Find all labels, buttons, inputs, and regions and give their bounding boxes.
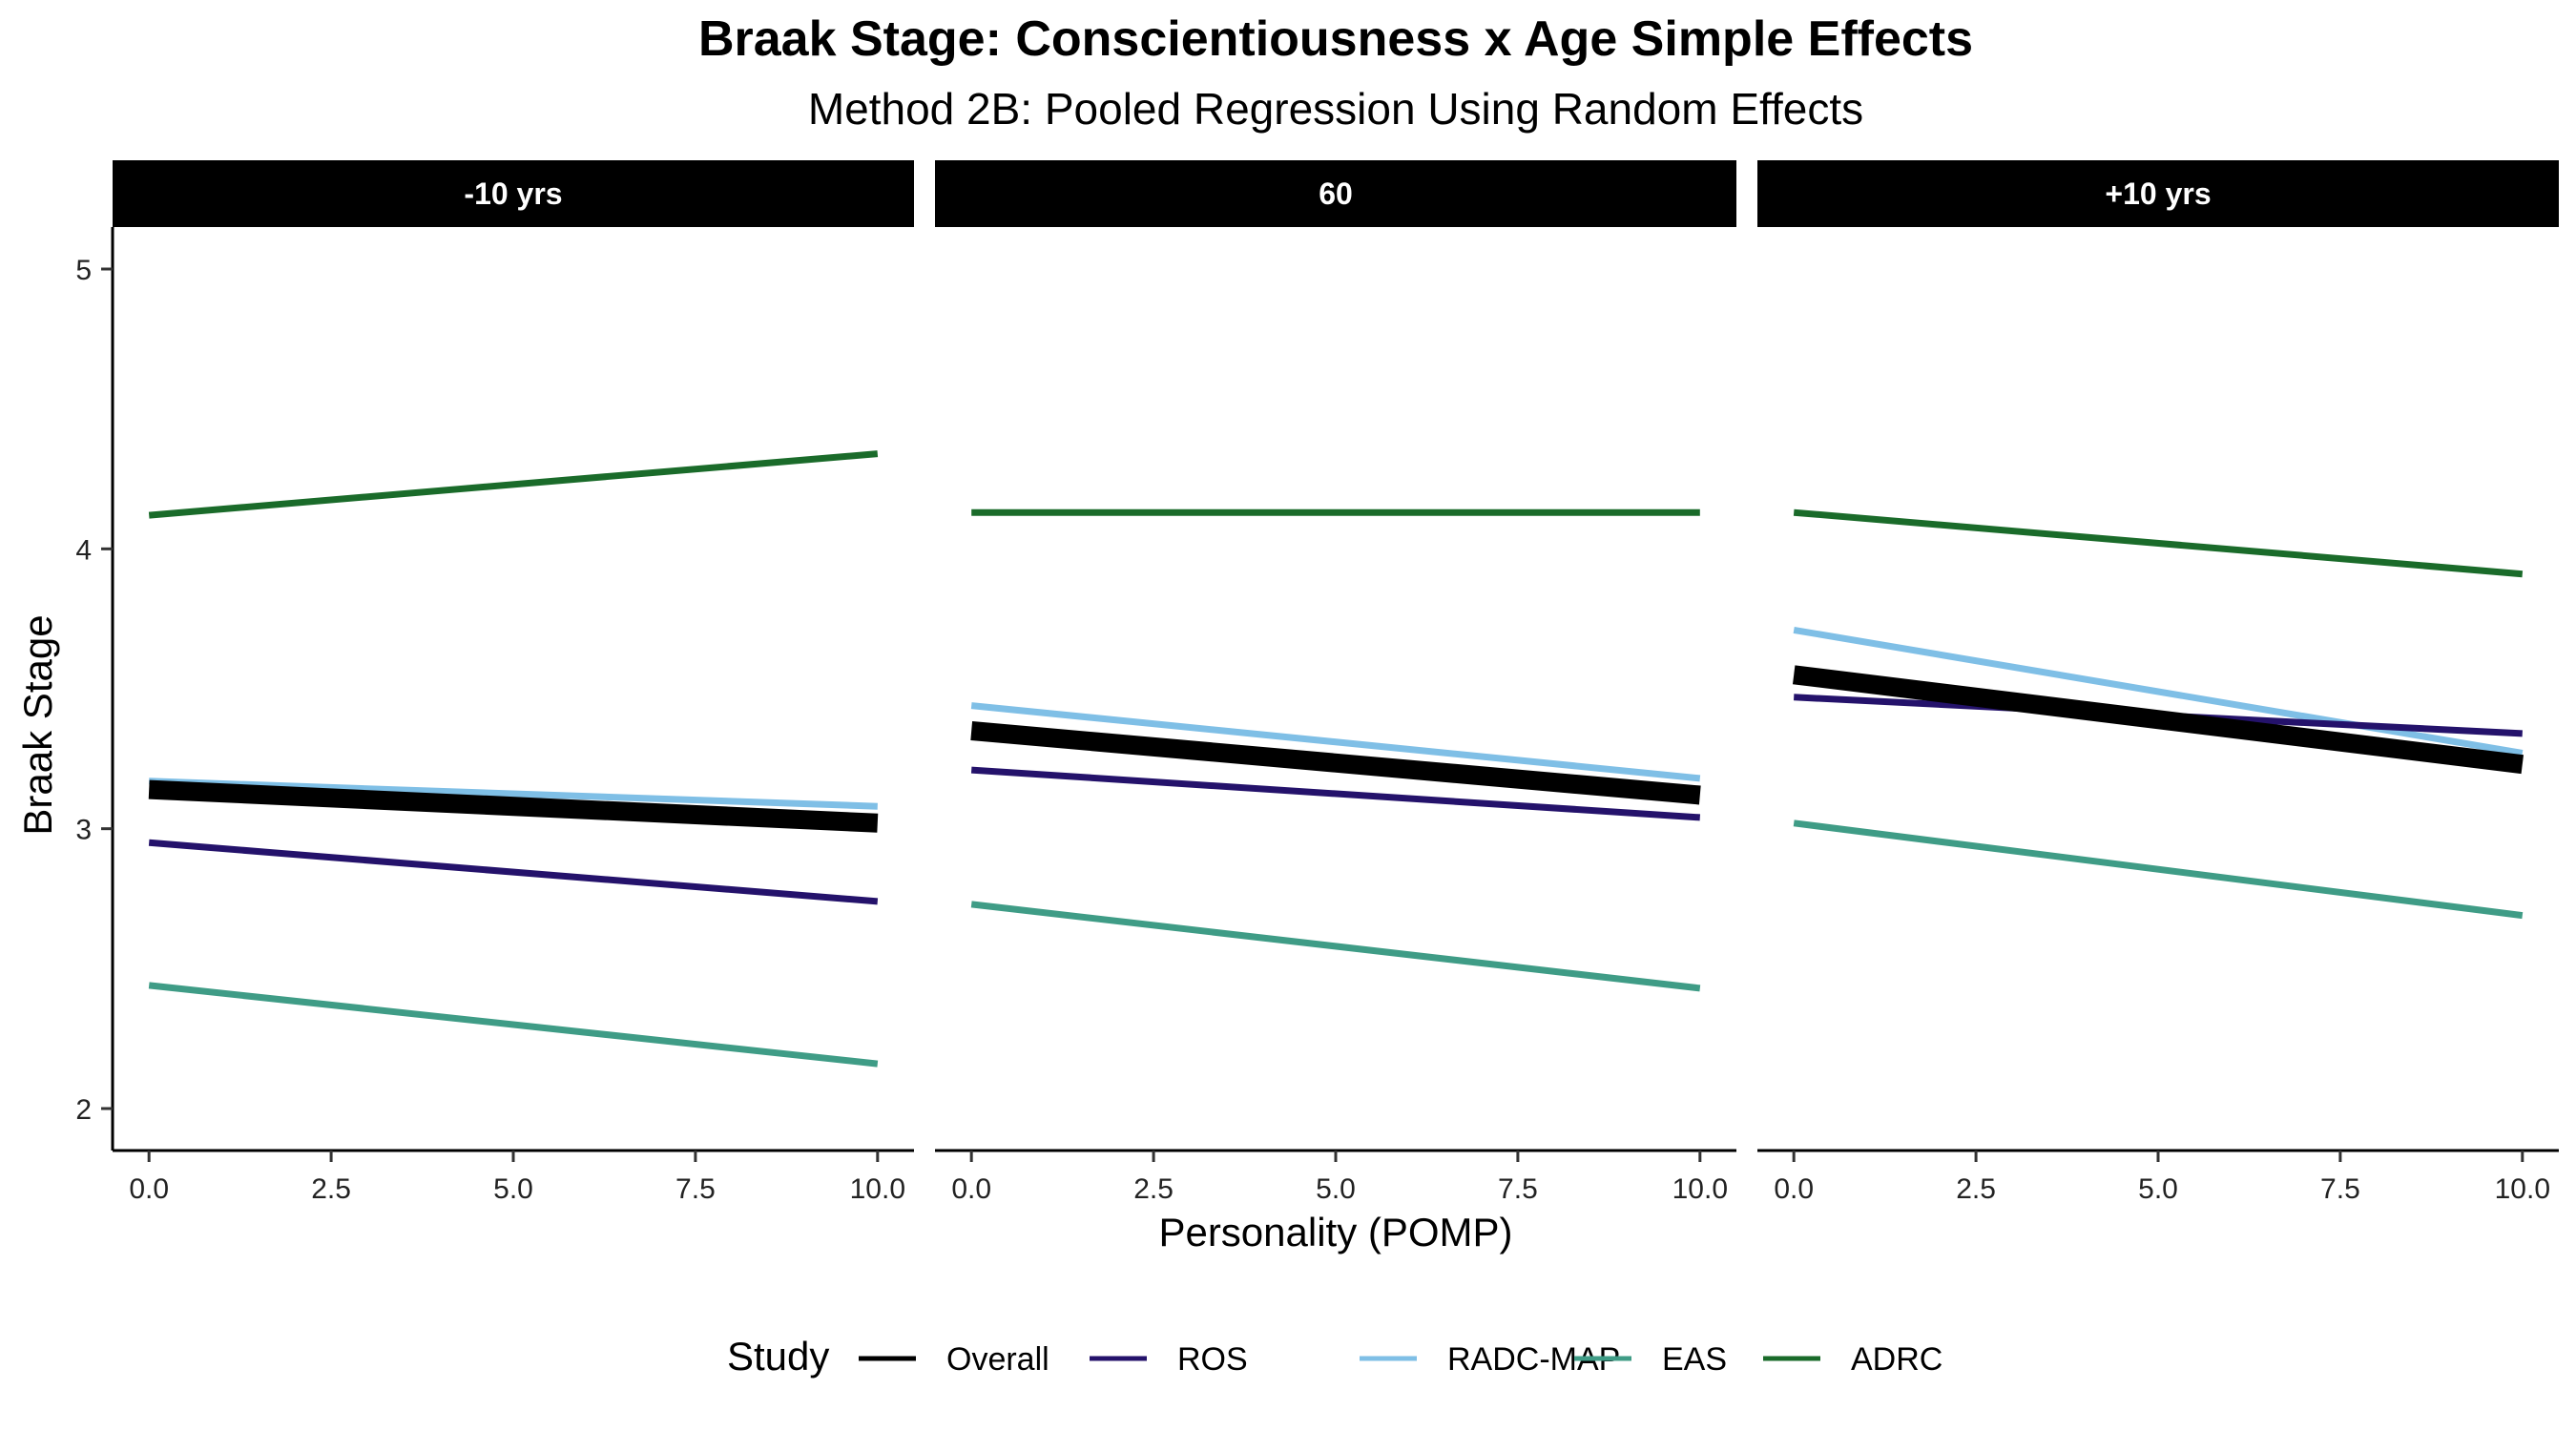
panel-strip — [935, 160, 1736, 227]
legend-item: EAS — [1574, 1341, 1727, 1378]
legend-item: ADRC — [1763, 1341, 1942, 1378]
x-tick-label: 2.5 — [311, 1173, 351, 1205]
series-line-overall — [1792, 665, 2524, 775]
panel-strip-label: -10 yrs — [464, 176, 562, 211]
legend-label: Overall — [946, 1341, 1049, 1378]
x-tick-label: 0.0 — [951, 1173, 991, 1205]
x-tick-label: 0.0 — [1774, 1173, 1814, 1205]
series-line-radc-map — [149, 778, 878, 810]
x-tick-label: 5.0 — [2138, 1173, 2178, 1205]
panel-2: +10 yrs 0.0 2.5 5.0 7.5 10.0 — [1757, 160, 2559, 1205]
y-tick-label: 4 — [75, 534, 92, 566]
chart-title: Braak Stage: Conscientiousness x Age Sim… — [698, 11, 1973, 67]
legend-label: EAS — [1662, 1341, 1727, 1378]
series-line-adrc — [148, 450, 879, 519]
legend-title: Study — [727, 1334, 829, 1379]
x-tick-label: 10.0 — [850, 1173, 905, 1205]
series-line-radc-map — [1793, 626, 2524, 757]
legend-label: ADRC — [1851, 1341, 1942, 1378]
y-tick-label: 2 — [75, 1094, 92, 1126]
legend-item: ROS — [1090, 1341, 1248, 1378]
series-line-eas — [970, 901, 1701, 992]
x-tick-label: 10.0 — [1672, 1173, 1728, 1205]
x-tick-label: 7.5 — [1498, 1173, 1538, 1205]
legend-label: ROS — [1177, 1341, 1248, 1378]
series-line-eas — [148, 982, 879, 1068]
series-line-eas — [1793, 819, 2524, 920]
x-tick-label: 5.0 — [493, 1173, 533, 1205]
x-tick-label: 7.5 — [2320, 1173, 2360, 1205]
panel-strip-label: +10 yrs — [2105, 176, 2211, 211]
y-tick-label: 3 — [75, 815, 92, 846]
series-line-adrc — [1793, 508, 2524, 578]
series-line-overall — [970, 721, 1701, 805]
legend-item: Overall — [859, 1341, 1049, 1378]
x-axis-title: Personality (POMP) — [1158, 1210, 1512, 1255]
series-line-ros — [970, 766, 1701, 821]
panel-1: 60 0.0 2.5 5.0 7.5 10.0 — [935, 160, 1736, 1205]
legend-layer: Overall ROS RADC-MAP EAS ADRC — [859, 1341, 1942, 1378]
panel-strip-label: 60 — [1319, 176, 1353, 211]
y-axis-title: Braak Stage — [15, 614, 60, 835]
series-line-radc-map — [970, 702, 1701, 782]
panels-layer: -10 yrs 0.0 2.5 5.0 7.5 10.0 2 3 4 5 60 0.0 2.5 5.0 7.… — [75, 160, 2559, 1205]
y-tick-label: 5 — [75, 255, 92, 286]
series-line-overall — [148, 779, 879, 833]
x-tick-label: 2.5 — [1133, 1173, 1174, 1205]
chart-subtitle: Method 2B: Pooled Regression Using Rando… — [808, 84, 1863, 134]
x-tick-label: 10.0 — [2495, 1173, 2550, 1205]
x-tick-label: 0.0 — [129, 1173, 169, 1205]
x-tick-label: 7.5 — [675, 1173, 716, 1205]
panel-strip — [1757, 160, 2559, 227]
series-line-ros — [148, 839, 879, 905]
panel-0: -10 yrs 0.0 2.5 5.0 7.5 10.0 2 3 4 5 — [75, 160, 914, 1205]
x-tick-label: 2.5 — [1956, 1173, 1996, 1205]
x-tick-label: 5.0 — [1316, 1173, 1356, 1205]
panel-strip — [113, 160, 914, 227]
